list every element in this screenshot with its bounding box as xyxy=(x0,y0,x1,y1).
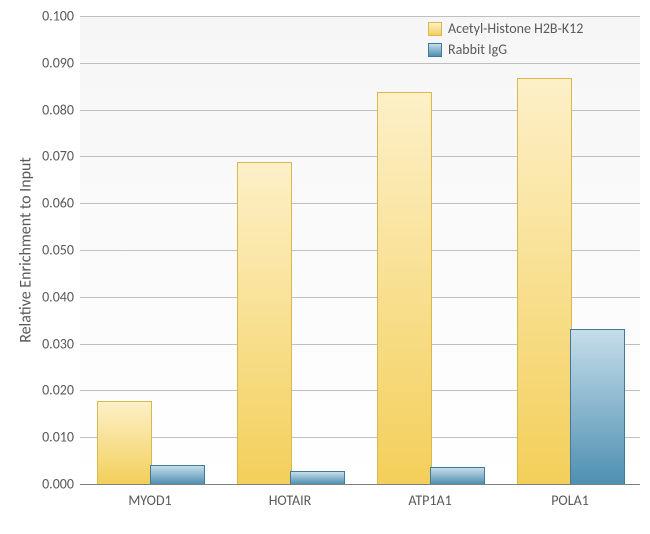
bar-acetyl-histone-h2b-k12 xyxy=(237,162,292,484)
ytick-label: 0.090 xyxy=(42,54,80,71)
ytick-label: 0.020 xyxy=(42,382,80,399)
bar-rabbit-igg xyxy=(570,329,625,484)
ytick-label: 0.000 xyxy=(42,476,80,493)
xtick-label: HOTAIR xyxy=(269,484,312,509)
ytick-label: 0.060 xyxy=(42,195,80,212)
plot-area: 0.0000.0100.0200.0300.0400.0500.0600.070… xyxy=(80,16,640,484)
legend-swatch xyxy=(428,22,442,36)
xtick-label: MYOD1 xyxy=(128,484,171,509)
legend-label: Rabbit IgG xyxy=(448,41,507,58)
legend: Acetyl-Histone H2B-K12 Rabbit IgG xyxy=(428,20,583,62)
bar-rabbit-igg xyxy=(150,465,205,484)
bar-acetyl-histone-h2b-k12 xyxy=(97,401,152,484)
bar-rabbit-igg xyxy=(290,471,345,484)
grid-line xyxy=(80,63,640,64)
xtick-label: ATP1A1 xyxy=(408,484,451,509)
legend-label: Acetyl-Histone H2B-K12 xyxy=(448,20,583,37)
ytick-label: 0.040 xyxy=(42,288,80,305)
ytick-label: 0.100 xyxy=(42,8,80,25)
xtick-label: POLA1 xyxy=(551,484,589,509)
legend-swatch xyxy=(428,43,442,57)
grid-line xyxy=(80,16,640,17)
bar-acetyl-histone-h2b-k12 xyxy=(517,78,572,484)
ytick-label: 0.070 xyxy=(42,148,80,165)
legend-item: Rabbit IgG xyxy=(428,41,583,58)
bar-acetyl-histone-h2b-k12 xyxy=(377,92,432,484)
ytick-label: 0.050 xyxy=(42,242,80,259)
legend-item: Acetyl-Histone H2B-K12 xyxy=(428,20,583,37)
ytick-label: 0.080 xyxy=(42,101,80,118)
ytick-label: 0.010 xyxy=(42,429,80,446)
chart-container: 0.000 0.010 0.020 0.030 0.040 0.050 0.060 0.070… xyxy=(0,0,650,534)
bar-rabbit-igg xyxy=(430,467,485,484)
ytick-label: 0.030 xyxy=(42,335,80,352)
y-axis-label: Relative Enrichment to Input xyxy=(17,157,36,343)
